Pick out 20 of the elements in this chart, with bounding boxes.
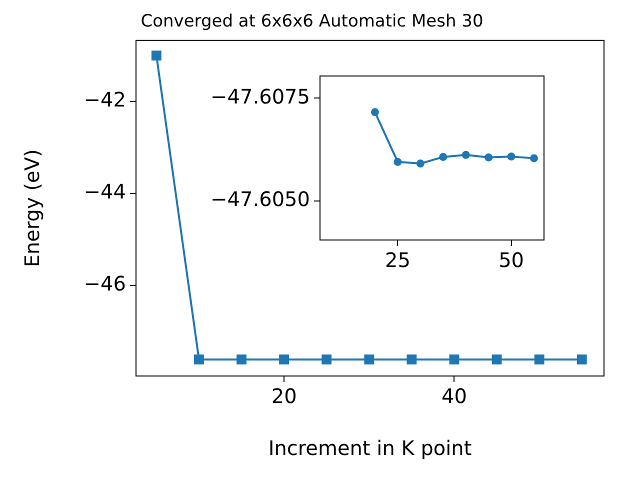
point: [507, 152, 516, 161]
y-tick-label: −44: [84, 180, 126, 204]
y-tick-label: −47.6050: [210, 187, 310, 212]
point: [416, 160, 424, 168]
chart-title: Converged at 6x6x6 Automatic Mesh 30: [140, 12, 484, 32]
x-tick-label: 40: [442, 384, 467, 408]
point: [484, 153, 493, 162]
point: [394, 158, 402, 166]
x-axis-title: Increment in K point: [268, 436, 472, 460]
y-tick-label: −47.6075: [210, 84, 310, 108]
y-tick-label: −46: [84, 272, 126, 296]
x-tick-label: 50: [498, 248, 524, 272]
x-tick-label: 25: [384, 248, 410, 272]
point: [439, 152, 448, 161]
point: [370, 108, 379, 116]
y-axis-title: Energy (eV): [20, 149, 44, 268]
point: [462, 150, 470, 159]
x-tick-label: 20: [271, 384, 297, 408]
y-tick-label: −42: [84, 88, 126, 112]
point: [530, 154, 538, 162]
